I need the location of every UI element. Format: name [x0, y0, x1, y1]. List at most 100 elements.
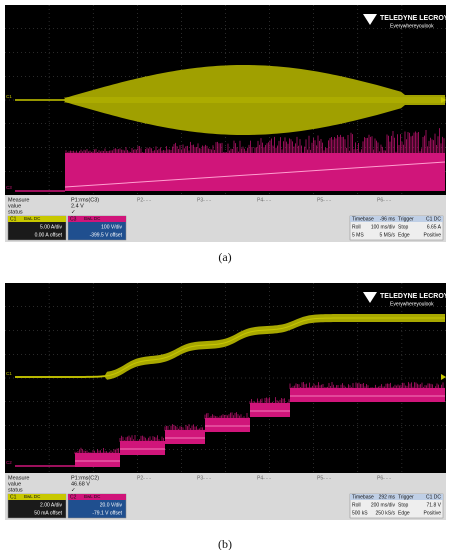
- timebase-cell: 500 kS: [352, 510, 368, 516]
- timebase-cell: Edge: [398, 232, 410, 238]
- logo-tagline: Everywhereyoulook: [390, 23, 434, 29]
- measure-value: 2.4 V: [71, 203, 84, 209]
- c2-noise: [204, 412, 249, 419]
- channel-offset: -399.5 V offset: [90, 232, 123, 238]
- caption: (b): [218, 537, 232, 550]
- c2-noise: [289, 382, 445, 389]
- channel-scale: 2.00 A/div: [40, 502, 62, 508]
- c2-step: [165, 430, 205, 444]
- logo-brand: TELEDYNE LECROY: [380, 293, 449, 300]
- param-label: P6- - -: [377, 475, 391, 481]
- timebase-cell: Roll: [352, 224, 361, 230]
- logo-icon: [363, 14, 377, 25]
- channel-coupling: BwL DC: [24, 216, 41, 221]
- c1-steps: [15, 314, 445, 380]
- channel-marker: C2: [6, 460, 12, 465]
- param-label: P3- - -: [197, 197, 211, 203]
- measure-value-label: value: [8, 481, 21, 487]
- caption: (a): [218, 250, 231, 264]
- c2-step: [75, 453, 120, 467]
- measure-status: ✓: [71, 209, 76, 215]
- channel-name: C3: [70, 216, 77, 222]
- timebase-cell: C1 DC: [426, 216, 441, 222]
- channel-name: C1: [10, 216, 17, 222]
- channel-offset: 50 mA offset: [34, 510, 62, 516]
- channel-coupling: BwL DC: [84, 216, 101, 221]
- trigger-arrow: [441, 374, 446, 380]
- trigger-arrow: [441, 97, 446, 103]
- timebase-cell: Roll: [352, 502, 361, 508]
- c2-noise: [74, 447, 119, 454]
- channel-header: [68, 216, 126, 222]
- timebase-cell: Timebase: [352, 216, 374, 222]
- timebase-cell: 100 ms/div: [371, 224, 396, 230]
- measure-status-label: status: [8, 209, 23, 215]
- channel-marker: C1: [6, 371, 12, 376]
- timebase-cell: Positive: [423, 232, 441, 238]
- channel-header: [8, 216, 66, 222]
- channel-scale: 20.0 V/div: [100, 502, 123, 508]
- timebase-cell: -96 ms: [380, 216, 396, 222]
- channel-header: [8, 494, 66, 500]
- timebase-cell: Timebase: [352, 494, 374, 500]
- c2-noise: [119, 435, 164, 442]
- channel-name: C2: [70, 494, 77, 500]
- measure-status-label: status: [8, 487, 23, 493]
- measure-label: Measure: [8, 197, 29, 203]
- logo-tagline: Everywhereyoulook: [390, 301, 434, 307]
- channel-coupling: BwL DC: [24, 494, 41, 499]
- c2-noise: [249, 397, 290, 404]
- c3-mean: [64, 161, 446, 188]
- measure-name: P1:rms(C3): [71, 197, 99, 203]
- param-label: P6- - -: [377, 197, 391, 203]
- timebase-cell: 5 MS: [352, 232, 364, 238]
- channel-offset: 0.00 A offset: [35, 232, 63, 238]
- logo-brand: TELEDYNE LECROY: [380, 15, 449, 22]
- timebase-cell: Trigger: [398, 216, 414, 222]
- timebase-cell: Positive: [423, 510, 441, 516]
- logo-icon: [363, 292, 377, 303]
- timebase-cell: Stop: [398, 502, 409, 508]
- measure-name: P1:rms(C2): [71, 475, 99, 481]
- measure-value: 46.68 V: [71, 481, 90, 487]
- param-label: P2- - -: [137, 475, 151, 481]
- timebase-cell: 6.65 A: [427, 224, 442, 230]
- channel-scale: 100 V/div: [101, 224, 122, 230]
- channel-coupling: BwL DC: [84, 494, 101, 499]
- channel-marker: C1: [6, 94, 12, 99]
- timebase-cell: 71.8 V: [427, 502, 442, 508]
- channel-marker: C3: [6, 185, 12, 190]
- measure-value-label: value: [8, 203, 21, 209]
- c1-center: [15, 317, 445, 378]
- c2-step: [250, 403, 290, 417]
- timebase-cell: C1 DC: [426, 494, 441, 500]
- timebase-cell: Stop: [398, 224, 409, 230]
- timebase-cell: 292 ms: [379, 494, 396, 500]
- c2-step: [120, 441, 165, 455]
- channel-header: [68, 494, 126, 500]
- timebase-cell: 5 MS/s: [379, 232, 395, 238]
- c2-step: [290, 388, 445, 402]
- param-label: P5- - -: [317, 197, 331, 203]
- channel-scale: 5.00 A/div: [40, 224, 62, 230]
- c2-step: [205, 418, 250, 432]
- c3-fill: [65, 153, 445, 191]
- c3-noise: [65, 128, 445, 154]
- measure-status: ✓: [71, 487, 76, 493]
- timebase-cell: Edge: [398, 510, 410, 516]
- param-label: P2- - -: [137, 197, 151, 203]
- timebase-cell: 200 ms/div: [371, 502, 396, 508]
- timebase-header: [350, 216, 443, 222]
- c2-noise: [164, 424, 205, 431]
- param-label: P3- - -: [197, 475, 211, 481]
- param-label: P5- - -: [317, 475, 331, 481]
- measure-label: Measure: [8, 475, 29, 481]
- timebase-header: [350, 494, 443, 500]
- timebase-cell: Trigger: [398, 494, 414, 500]
- channel-offset: -79.1 V offset: [92, 510, 122, 516]
- timebase-cell: 250 kS/s: [376, 510, 396, 516]
